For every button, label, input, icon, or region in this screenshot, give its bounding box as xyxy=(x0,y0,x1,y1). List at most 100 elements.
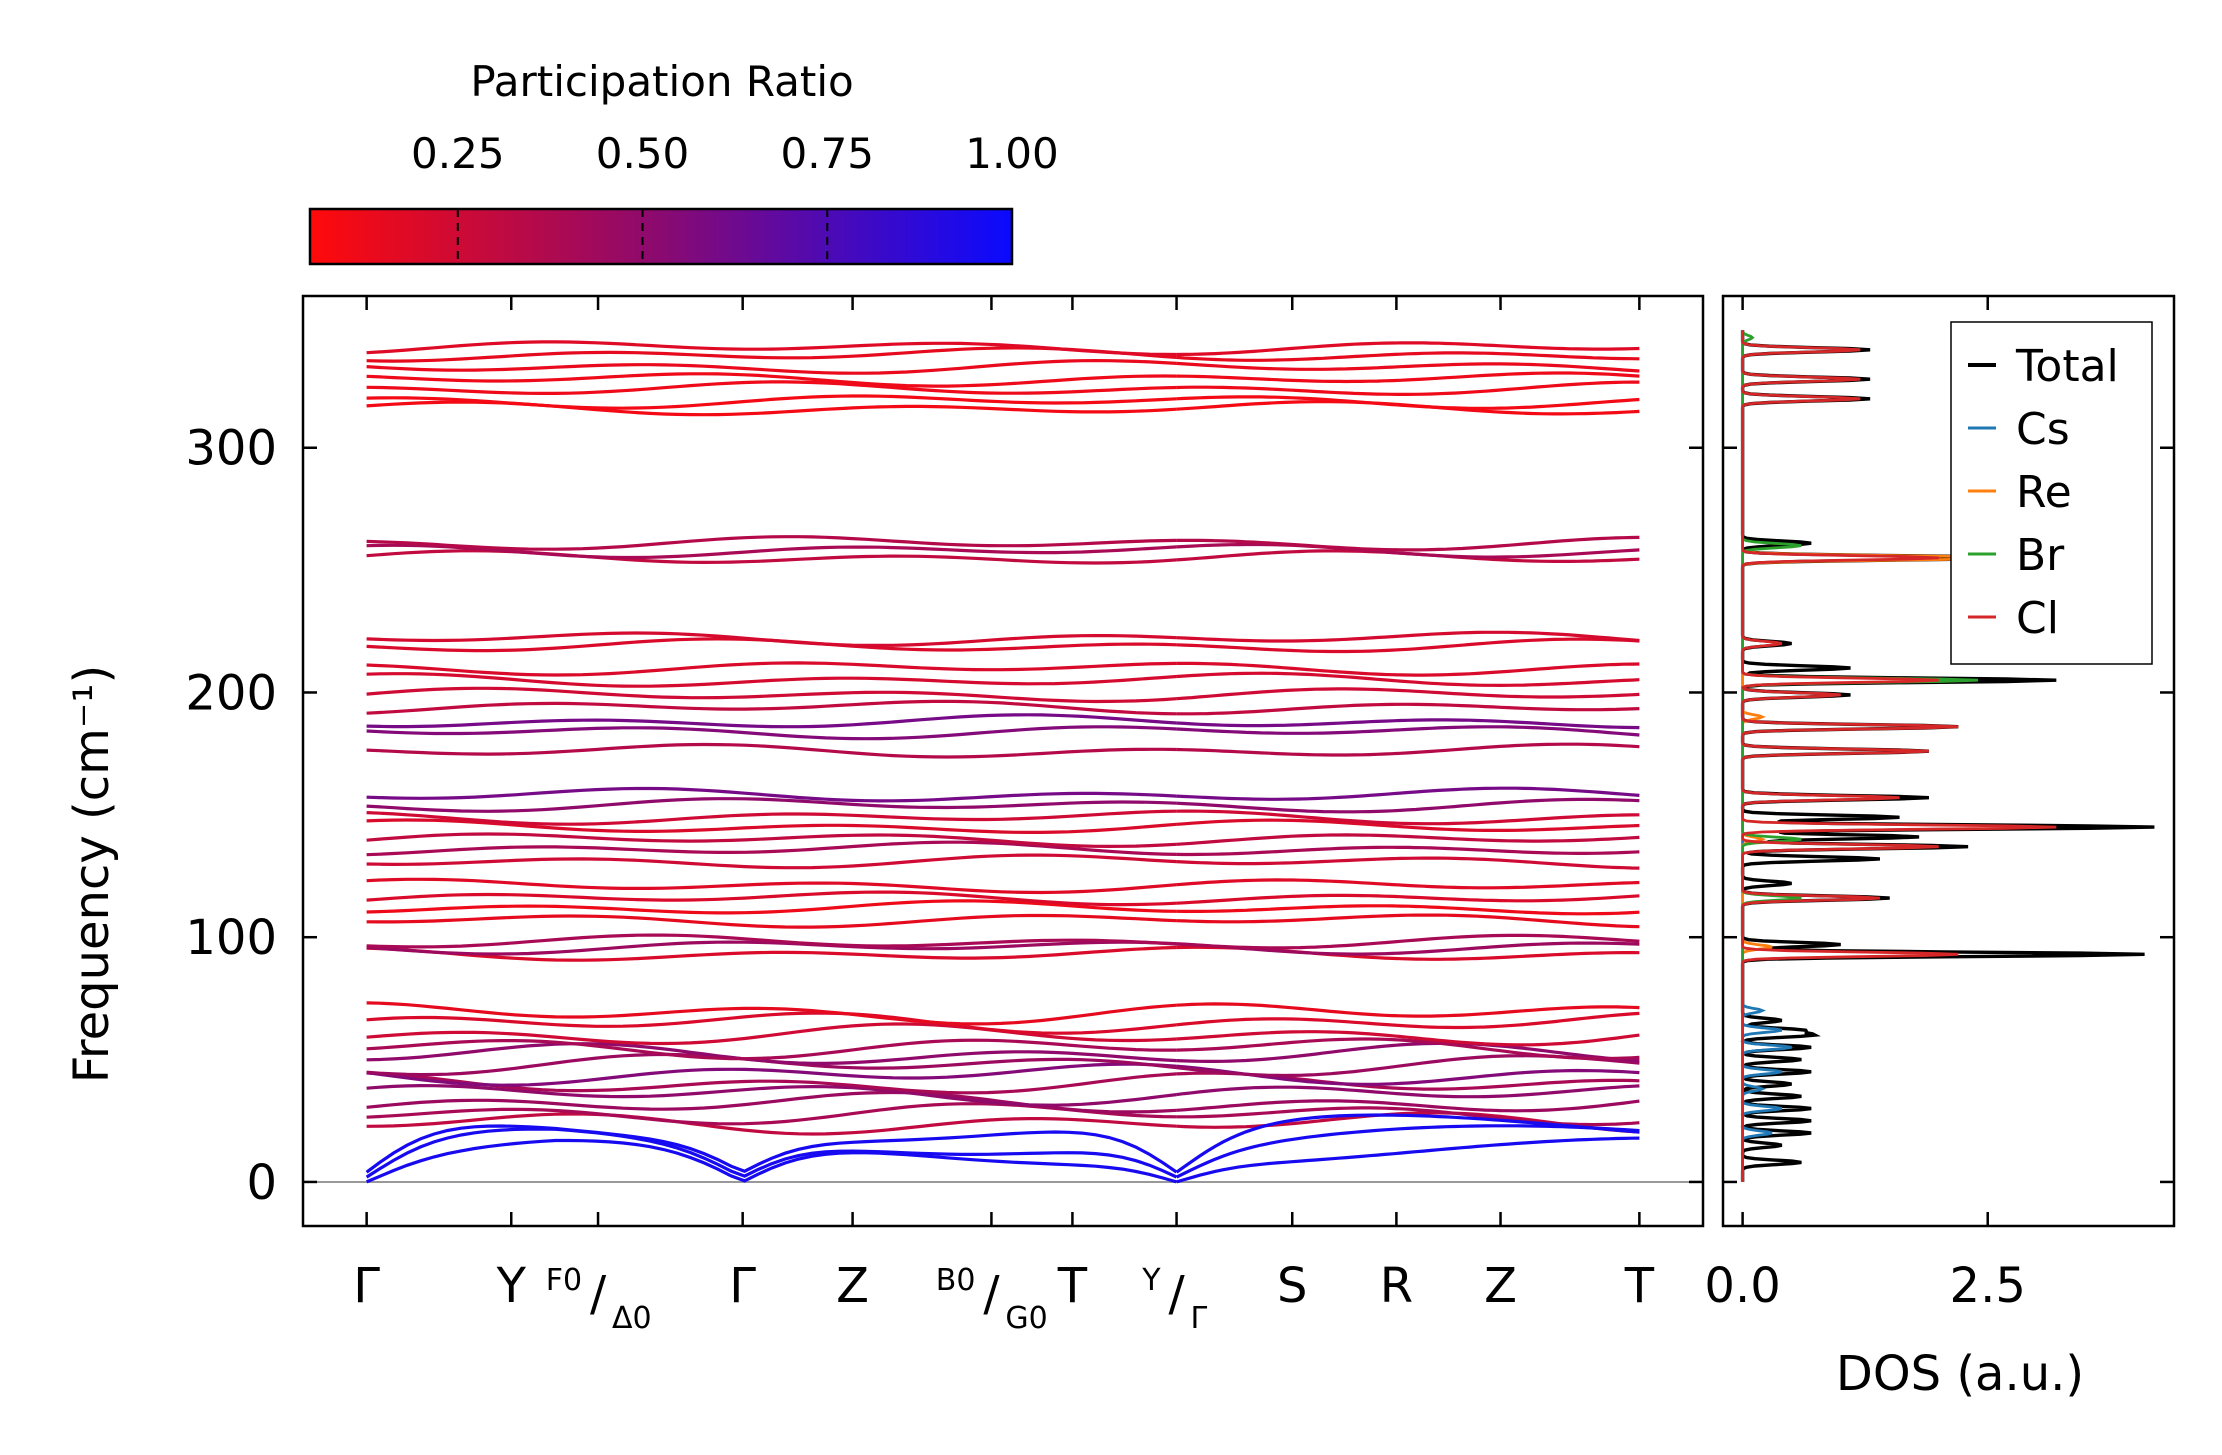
band-line xyxy=(366,535,1177,551)
band-line xyxy=(1176,833,1640,846)
legend-frame xyxy=(1950,321,2153,665)
colorbar: Participation Ratio 0.25 0.50 0.75 1.00 xyxy=(308,57,1059,266)
high-symmetry-label: T xyxy=(1057,1258,1088,1314)
band-line xyxy=(1176,878,1640,890)
high-symmetry-label-text: Z xyxy=(1484,1258,1517,1314)
y-tick-label: 0 xyxy=(246,1155,277,1211)
band-line xyxy=(1176,1041,1640,1063)
band-line xyxy=(366,1001,1177,1026)
band-line xyxy=(366,899,1177,915)
band-line xyxy=(1176,718,1640,730)
dos-legend: Total Cs Re Br Cl xyxy=(1950,321,2153,665)
band-line xyxy=(366,853,1177,870)
dos-x-axis-title: DOS (a.u.) xyxy=(1836,1346,2084,1402)
y-tick-label: 300 xyxy=(185,421,277,477)
band-line xyxy=(1176,913,1640,929)
colorbar-tick-label: 1.00 xyxy=(965,129,1059,178)
high-symmetry-label: Y / Γ xyxy=(1141,1263,1207,1336)
band-line xyxy=(366,840,1177,857)
band-line xyxy=(366,832,1177,849)
high-symmetry-label-text: Γ xyxy=(353,1258,380,1314)
band-line xyxy=(1176,630,1640,643)
high-symmetry-label-slash: / xyxy=(1168,1266,1185,1322)
legend-label-br: Br xyxy=(2016,530,2065,581)
dos-x-tick-label: 2.5 xyxy=(1950,1258,2026,1314)
high-symmetry-label-slash: / xyxy=(590,1266,607,1322)
band-line xyxy=(1176,661,1640,677)
high-symmetry-label: B0/G0 xyxy=(936,1263,1048,1336)
band-line xyxy=(1176,687,1640,701)
band-line xyxy=(366,877,1177,895)
band-line xyxy=(1176,797,1640,814)
high-symmetry-label-text: S xyxy=(1277,1258,1307,1314)
band-line xyxy=(366,809,1177,826)
colorbar-tick-label: 0.25 xyxy=(411,129,505,178)
dos-panel: 0.0 2.5 DOS (a.u.) Total Cs Re Br Cl xyxy=(1704,294,2176,1402)
band-line xyxy=(1176,1011,1640,1030)
band-line xyxy=(1176,1030,1640,1047)
colorbar-title: Participation Ratio xyxy=(470,57,853,106)
colorbar-tick-label: 0.75 xyxy=(781,129,875,178)
band-lines xyxy=(303,340,1703,1184)
band-line xyxy=(366,940,1177,956)
band-line xyxy=(1176,371,1640,384)
band-line xyxy=(366,394,1177,410)
high-symmetry-label-text: T xyxy=(1057,1258,1088,1314)
dos-lines xyxy=(1740,330,2155,1182)
band-line xyxy=(366,380,1177,395)
band-line xyxy=(366,1038,1177,1061)
band-line xyxy=(1176,725,1640,737)
band-line xyxy=(1176,542,1640,559)
band-line xyxy=(1176,809,1640,826)
band-line xyxy=(1176,671,1640,688)
high-symmetry-label-sub: G0 xyxy=(1005,1301,1047,1336)
acoustic-band-line xyxy=(1175,1113,1640,1174)
band-line xyxy=(366,890,1177,907)
legend-label-re: Re xyxy=(2016,467,2072,518)
high-symmetry-label-sub: Δ0 xyxy=(612,1301,652,1336)
y-tick-label: 200 xyxy=(185,665,277,721)
band-line xyxy=(366,699,1177,716)
band-line xyxy=(366,913,1177,929)
y-axis-title: Frequency (cm⁻¹) xyxy=(64,665,120,1083)
high-symmetry-label: F0/Δ0 xyxy=(546,1263,652,1336)
band-line xyxy=(1176,1002,1640,1018)
band-line xyxy=(366,661,1177,677)
band-line xyxy=(366,713,1177,729)
high-symmetry-label: Y xyxy=(496,1258,527,1314)
band-line xyxy=(366,372,1177,388)
band-line xyxy=(1176,904,1640,916)
band-line xyxy=(1176,845,1640,857)
colorbar-gradient xyxy=(308,207,1014,266)
high-symmetry-label: R xyxy=(1380,1258,1413,1314)
band-line xyxy=(366,797,1177,813)
high-symmetry-label-text: Y xyxy=(496,1258,527,1314)
band-line xyxy=(1176,637,1640,654)
legend-label-cs: Cs xyxy=(2016,404,2070,455)
high-symmetry-label: Z xyxy=(836,1258,869,1314)
acoustic-band-line xyxy=(365,1138,1177,1184)
high-symmetry-label: Z xyxy=(1484,1258,1517,1314)
dos-plot-frame xyxy=(1721,294,2176,1228)
band-line xyxy=(1176,1099,1640,1113)
high-symmetry-label-sup: B0 xyxy=(936,1263,976,1298)
high-symmetry-label: S xyxy=(1277,1258,1307,1314)
high-symmetry-label-text: R xyxy=(1380,1258,1413,1314)
band-line xyxy=(366,1042,1177,1066)
colorbar-tick-label: 0.50 xyxy=(596,129,690,178)
band-line xyxy=(366,358,1177,375)
band-line xyxy=(366,725,1177,741)
band-line xyxy=(366,1083,1177,1107)
band-line xyxy=(1176,535,1640,552)
band-line xyxy=(1176,1084,1640,1099)
high-symmetry-label-sub: Γ xyxy=(1191,1301,1208,1336)
band-line xyxy=(366,543,1177,560)
band-line xyxy=(366,1112,1177,1136)
high-symmetry-label: T xyxy=(1624,1258,1655,1314)
legend-label-total: Total xyxy=(2015,341,2119,392)
band-line xyxy=(1176,395,1640,410)
band-line xyxy=(1176,856,1640,870)
acoustic-band-line xyxy=(1176,1136,1640,1184)
